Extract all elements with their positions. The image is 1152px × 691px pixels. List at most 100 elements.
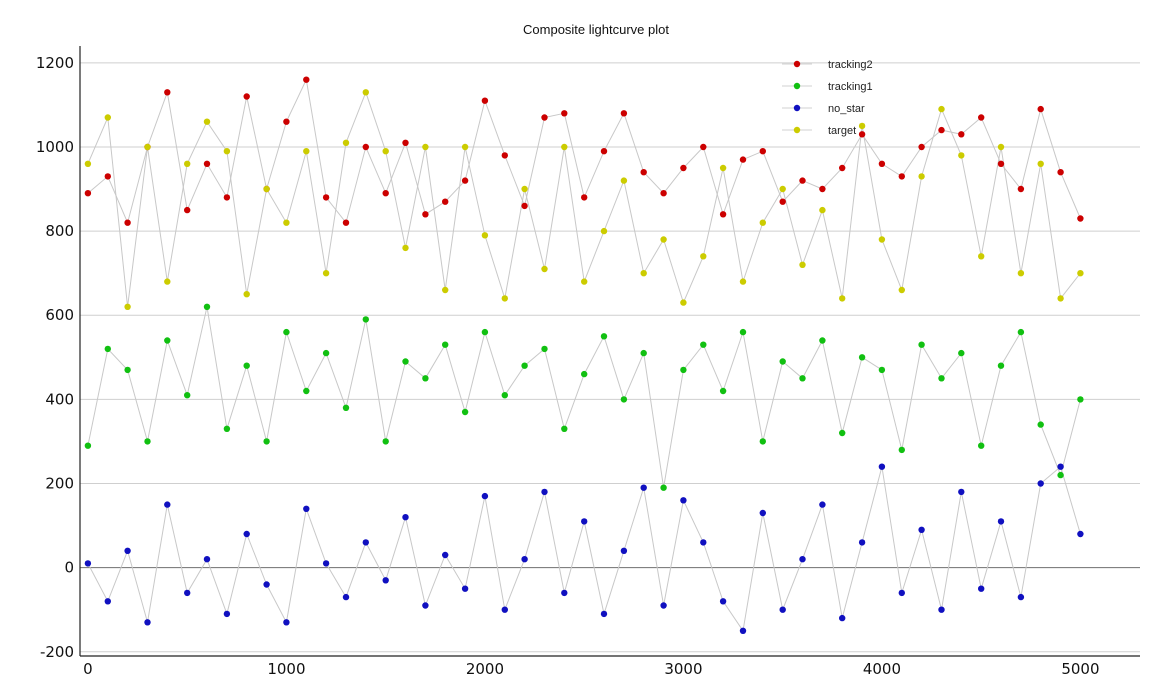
axes xyxy=(79,46,1140,657)
point-tracking2-41 xyxy=(898,173,905,180)
point-tracking1-32 xyxy=(719,387,727,395)
series-line-tracking2 xyxy=(87,78,1081,225)
point-tracking2-4 xyxy=(164,89,171,96)
y-tick-labels: -200 0 200 400 600 800 1000 1200 xyxy=(36,54,74,661)
point-tracking1-43 xyxy=(938,375,945,382)
point-target-28 xyxy=(640,270,647,277)
point-target-49 xyxy=(1057,295,1064,302)
point-target-2 xyxy=(124,303,131,310)
point-target-10 xyxy=(283,219,290,226)
point-no-star-33 xyxy=(739,627,747,634)
point-target-4 xyxy=(164,278,171,285)
point-target-50 xyxy=(1077,270,1084,277)
series-line-tracking1 xyxy=(87,306,1081,488)
legend-item-tracking1: tracking1 xyxy=(782,81,873,93)
x-tick-label-1000: 1000 xyxy=(267,660,305,678)
point-target-1 xyxy=(104,114,112,121)
point-target-32 xyxy=(719,164,727,172)
point-tracking1-44 xyxy=(958,349,965,357)
legend-item-tracking2: tracking2 xyxy=(782,59,873,71)
point-target-43 xyxy=(938,105,945,113)
point-target-42 xyxy=(918,173,925,180)
legend-item-target: target xyxy=(782,125,856,137)
point-tracking1-13 xyxy=(342,404,350,411)
point-tracking1-10 xyxy=(283,328,290,336)
point-tracking1-2 xyxy=(124,366,131,374)
point-no-star-15 xyxy=(382,577,389,584)
legend-item-no-star: no_star xyxy=(782,103,865,115)
x-tick-label-5000: 5000 xyxy=(1061,660,1099,678)
point-target-6 xyxy=(203,118,211,125)
point-no-star-29 xyxy=(660,602,667,609)
point-tracking2-37 xyxy=(819,185,826,193)
point-target-31 xyxy=(700,253,707,260)
point-target-17 xyxy=(422,143,429,151)
point-tracking1-31 xyxy=(700,341,707,348)
point-target-9 xyxy=(263,185,270,193)
point-tracking1-25 xyxy=(581,370,588,378)
x-tick-labels: 0 1000 2000 3000 4000 5000 xyxy=(83,660,1099,678)
point-no-star-19 xyxy=(461,585,469,592)
y-tick-label-1000: 1000 xyxy=(36,138,74,156)
point-tracking1-35 xyxy=(779,358,786,365)
point-tracking2-14 xyxy=(362,143,369,151)
point-no-star-3 xyxy=(144,619,151,626)
chart-title: Composite lightcurve plot xyxy=(523,22,669,37)
point-tracking1-42 xyxy=(918,341,925,348)
series-links xyxy=(87,78,1081,633)
point-tracking2-26 xyxy=(600,148,608,155)
point-no-star-49 xyxy=(1057,463,1064,470)
point-tracking2-7 xyxy=(223,194,231,201)
point-tracking2-30 xyxy=(680,164,687,172)
point-tracking2-22 xyxy=(521,202,528,210)
legend-label-target: target xyxy=(828,125,856,137)
point-tracking2-46 xyxy=(997,160,1005,167)
legend-marker-target xyxy=(793,126,801,134)
point-no-star-36 xyxy=(799,556,806,563)
point-tracking2-24 xyxy=(561,110,568,117)
point-no-star-45 xyxy=(978,585,985,592)
point-tracking1-36 xyxy=(799,375,806,382)
point-target-24 xyxy=(561,143,568,151)
legend-marker-no-star xyxy=(793,104,801,112)
point-tracking2-29 xyxy=(660,190,667,197)
point-target-25 xyxy=(581,278,588,285)
point-no-star-14 xyxy=(362,539,369,546)
point-tracking1-23 xyxy=(541,345,548,353)
x-tick-label-4000: 4000 xyxy=(863,660,901,678)
point-target-14 xyxy=(362,89,369,96)
point-tracking1-7 xyxy=(223,425,231,432)
point-target-11 xyxy=(303,148,310,155)
point-target-5 xyxy=(184,160,191,167)
point-no-star-40 xyxy=(878,463,886,470)
point-tracking1-12 xyxy=(322,349,330,357)
point-target-38 xyxy=(839,295,846,302)
legend-marker-tracking1 xyxy=(793,82,801,90)
point-tracking2-10 xyxy=(283,118,290,125)
point-tracking2-50 xyxy=(1077,215,1084,222)
point-tracking1-39 xyxy=(858,354,866,361)
point-target-34 xyxy=(759,219,766,226)
point-tracking1-26 xyxy=(600,333,608,340)
point-target-8 xyxy=(243,291,250,298)
legend-marker-tracking2 xyxy=(793,60,801,68)
point-no-star-2 xyxy=(124,547,131,554)
point-tracking2-48 xyxy=(1037,105,1044,113)
point-tracking2-42 xyxy=(918,143,925,151)
point-tracking1-49 xyxy=(1057,471,1064,479)
point-tracking1-33 xyxy=(739,328,747,336)
point-target-26 xyxy=(600,227,608,235)
point-tracking1-0 xyxy=(84,442,92,449)
point-tracking1-46 xyxy=(997,362,1005,369)
point-target-47 xyxy=(1017,270,1025,277)
y-tick-label-400: 400 xyxy=(45,390,74,408)
point-tracking1-16 xyxy=(402,358,409,365)
point-target-22 xyxy=(521,185,528,193)
y-tick-label-600: 600 xyxy=(45,306,74,324)
y-tick-label-800: 800 xyxy=(45,222,74,240)
point-tracking2-5 xyxy=(184,206,191,214)
data-points xyxy=(84,76,1084,634)
point-target-16 xyxy=(402,244,409,252)
point-target-15 xyxy=(382,148,389,155)
